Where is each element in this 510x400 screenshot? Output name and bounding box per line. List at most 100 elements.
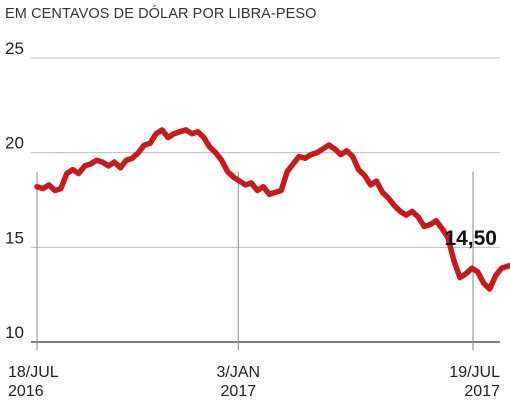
data-point — [309, 153, 313, 156]
data-point — [452, 259, 456, 262]
data-point — [137, 151, 140, 154]
data-point — [262, 185, 265, 188]
x-tick-year: 2017 — [464, 383, 500, 400]
data-point — [184, 128, 188, 132]
data-point — [351, 155, 354, 158]
y-tick-label: 25 — [5, 39, 24, 58]
last-value-label: 14,50 — [444, 227, 497, 250]
data-point — [250, 181, 253, 185]
data-point — [387, 196, 390, 200]
data-point — [238, 179, 241, 183]
data-point — [321, 147, 325, 151]
data-point — [446, 236, 450, 240]
data-point — [220, 159, 223, 162]
data-point — [339, 153, 342, 156]
data-point — [399, 210, 402, 213]
data-point — [417, 215, 420, 219]
data-point — [482, 282, 485, 285]
data-point — [41, 187, 45, 190]
series-layer — [34, 127, 510, 292]
data-point — [53, 189, 57, 192]
data-point — [363, 174, 366, 177]
data-point — [393, 204, 396, 207]
data-point — [500, 267, 503, 270]
data-point — [423, 225, 426, 228]
data-point — [208, 145, 211, 149]
data-point — [178, 130, 182, 133]
data-point — [476, 270, 479, 274]
data-point — [411, 210, 414, 213]
data-point — [125, 159, 128, 162]
data-point — [226, 170, 229, 173]
data-point — [119, 166, 122, 169]
data-point — [458, 276, 462, 279]
data-point — [149, 142, 152, 145]
data-point — [327, 143, 331, 147]
data-point — [35, 185, 39, 188]
data-point — [428, 223, 432, 226]
data-point — [268, 193, 271, 196]
data-point — [274, 191, 277, 194]
data-point — [494, 274, 497, 277]
data-point — [166, 136, 170, 139]
data-point — [405, 213, 408, 217]
data-point — [113, 160, 116, 164]
y-axis-ticks: 25 20 15 10 — [5, 39, 24, 342]
data-point — [357, 168, 360, 171]
data-point — [345, 149, 348, 152]
data-point — [434, 219, 438, 222]
x-axis-ticks: 18/JUL 2016 3/JAN 2017 19/JUL 2017 — [8, 364, 500, 400]
data-point — [172, 132, 176, 135]
data-point — [297, 155, 301, 158]
data-point — [83, 164, 86, 168]
data-point — [214, 151, 217, 154]
data-point — [107, 164, 110, 168]
x-tick-label: 18/JUL — [8, 364, 59, 381]
data-point — [71, 168, 74, 171]
data-point — [77, 172, 80, 175]
data-point — [160, 128, 164, 132]
data-point — [464, 272, 468, 275]
x-tick-label: 3/JAN — [217, 364, 261, 381]
data-point — [89, 162, 92, 166]
data-point — [232, 176, 235, 179]
data-point — [131, 157, 134, 160]
data-point — [470, 267, 473, 270]
annotation-layer: 14,50 — [444, 227, 497, 250]
data-point — [440, 227, 444, 230]
x-date-lines — [36, 171, 474, 350]
data-point — [95, 159, 98, 162]
y-tick-label: 20 — [5, 134, 24, 153]
data-point — [190, 132, 194, 135]
data-point — [196, 130, 199, 133]
data-point — [256, 189, 259, 192]
data-point — [65, 172, 69, 175]
data-point — [154, 132, 158, 135]
data-point — [333, 147, 336, 151]
y-tick-label: 15 — [5, 228, 24, 247]
data-point — [506, 265, 509, 268]
data-point — [369, 183, 372, 187]
data-point — [381, 191, 384, 194]
chart-unit-label: EM CENTAVOS DE DÓLAR POR LIBRA-PESO — [5, 6, 317, 22]
data-point — [375, 179, 378, 183]
grid-lines — [31, 57, 500, 343]
y-tick-label: 10 — [5, 323, 24, 342]
x-tick-year: 2016 — [8, 383, 44, 400]
series-line — [34, 127, 510, 292]
data-point — [47, 183, 51, 187]
data-point — [303, 157, 307, 160]
data-point — [202, 136, 205, 139]
data-point — [143, 143, 146, 147]
data-point — [488, 287, 491, 291]
data-point — [244, 183, 247, 187]
data-point — [291, 162, 295, 166]
data-point — [280, 189, 283, 192]
data-point — [59, 187, 62, 190]
data-point — [315, 151, 319, 154]
data-point — [286, 170, 289, 173]
data-point — [101, 160, 104, 164]
x-tick-year: 2017 — [221, 383, 257, 400]
x-tick-label: 19/JUL — [449, 364, 500, 381]
